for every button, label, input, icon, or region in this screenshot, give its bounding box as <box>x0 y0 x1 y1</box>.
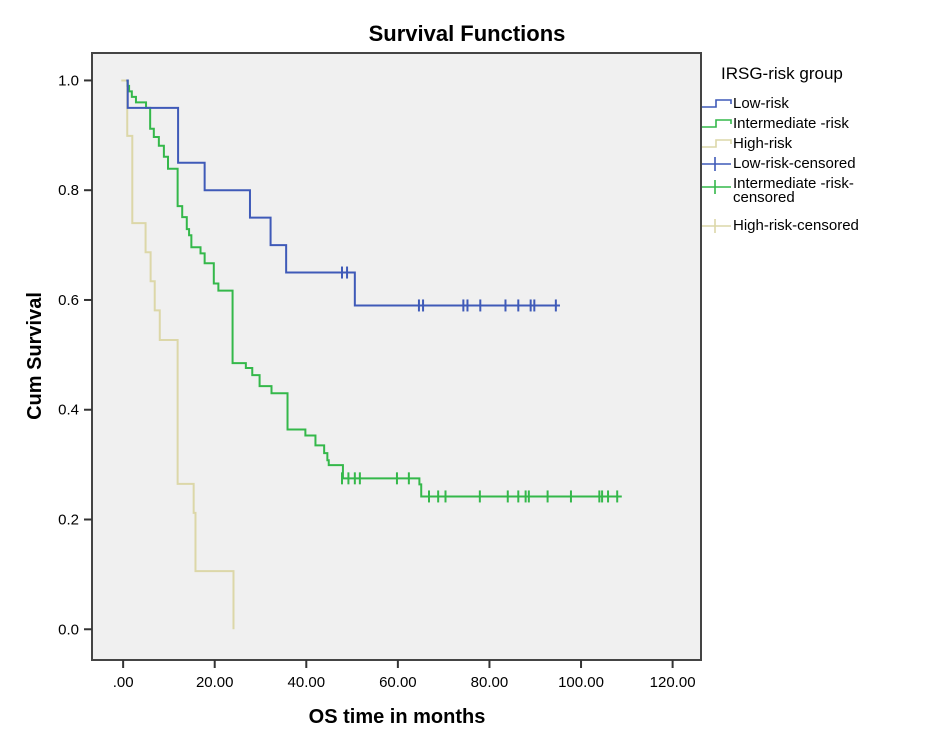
legend-entry: Intermediate -risk <box>702 115 849 132</box>
legend-entry: Low-risk-censored <box>702 155 856 172</box>
y-tick-label: 0.6 <box>58 292 79 309</box>
x-tick-label: 80.00 <box>471 674 509 691</box>
series-intermediate-risk <box>126 79 622 498</box>
y-tick-label: 0.4 <box>58 402 79 419</box>
legend-line-swatch <box>702 119 732 128</box>
legend-label: High-risk <box>733 135 793 152</box>
legend-label: High-risk-censored <box>733 217 859 234</box>
legend-label: censored <box>733 189 795 206</box>
y-axis: 0.0 0.2 0.4 0.6 0.8 1.0 <box>58 72 92 638</box>
y-tick-label: 0.8 <box>58 182 79 199</box>
x-tick-label: 20.00 <box>196 674 234 691</box>
legend-label: Intermediate -risk- <box>733 175 854 192</box>
legend-label: Low-risk-censored <box>733 155 856 172</box>
plot-area <box>91 52 702 661</box>
y-tick-label: 0.0 <box>58 621 79 638</box>
series-high-risk <box>121 79 235 630</box>
x-tick-label: 100.00 <box>558 674 604 691</box>
legend-title: IRSG-risk group <box>721 64 843 83</box>
legend-line-swatch <box>702 139 732 148</box>
series-low-risk <box>126 79 560 307</box>
y-axis-label: Cum Survival <box>24 292 46 420</box>
legend: IRSG-risk group Low-risk Intermediate -ri… <box>702 64 859 234</box>
series-layer <box>121 79 622 630</box>
legend-label: Low-risk <box>733 95 789 112</box>
x-tick-label: 60.00 <box>379 674 417 691</box>
legend-entry: High-risk <box>702 135 793 152</box>
x-axis-label: OS time in months <box>309 706 486 728</box>
legend-label: Intermediate -risk <box>733 115 849 132</box>
x-tick-label: 40.00 <box>288 674 326 691</box>
x-axis: .00 20.00 40.00 60.00 80.00 100.00 120.00 <box>113 660 696 691</box>
legend-line-swatch <box>702 99 732 108</box>
x-tick-label: 120.00 <box>650 674 696 691</box>
x-tick-label: .00 <box>113 674 134 691</box>
legend-entry: Intermediate -risk-censored <box>702 175 854 206</box>
legend-entry: High-risk-censored <box>702 217 859 234</box>
legend-entry: Low-risk <box>702 95 789 112</box>
y-tick-label: 0.2 <box>58 512 79 529</box>
y-tick-label: 1.0 <box>58 72 79 89</box>
chart-title: Survival Functions <box>369 21 566 46</box>
